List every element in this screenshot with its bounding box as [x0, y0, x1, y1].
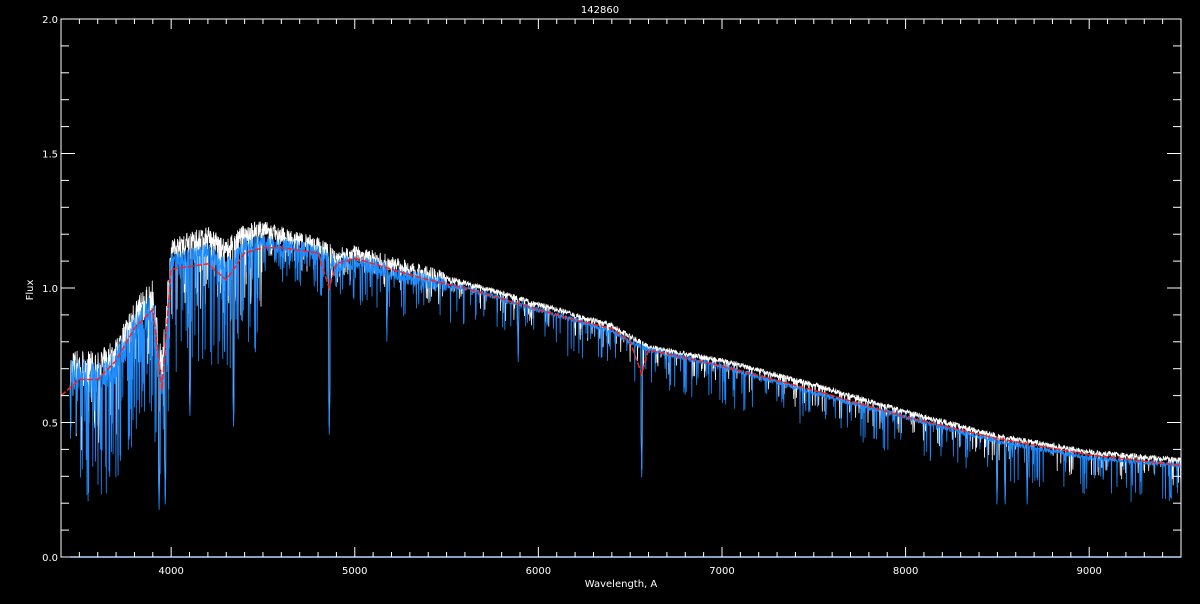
- series-layer: [60, 221, 1182, 558]
- y-tick-label: 0.5: [42, 419, 58, 430]
- model-spectrum-line: [60, 246, 1182, 467]
- x-tick-label: 8000: [893, 566, 918, 577]
- x-axis-label: Wavelength, A: [585, 579, 658, 590]
- y-tick-label: 1.0: [42, 284, 58, 295]
- x-tick-label: 9000: [1076, 566, 1101, 577]
- axes-layer: 4000 5000 6000 7000 8000 9000 0.0 0.5 1.0 1.5 2.0: [42, 15, 1182, 577]
- chart-title: 142860: [581, 5, 619, 16]
- x-tick-label: 4000: [158, 566, 183, 577]
- blue-spectrum-line: [69, 235, 1182, 510]
- x-tick-label: 6000: [526, 566, 551, 577]
- y-tick-label: 1.5: [42, 150, 58, 161]
- x-tick-label: 7000: [709, 566, 734, 577]
- y-tick-label: 0.0: [42, 553, 58, 564]
- y-axis-label: Flux: [25, 280, 36, 301]
- y-tick-label: 2.0: [42, 15, 58, 26]
- x-tick-label: 5000: [342, 566, 367, 577]
